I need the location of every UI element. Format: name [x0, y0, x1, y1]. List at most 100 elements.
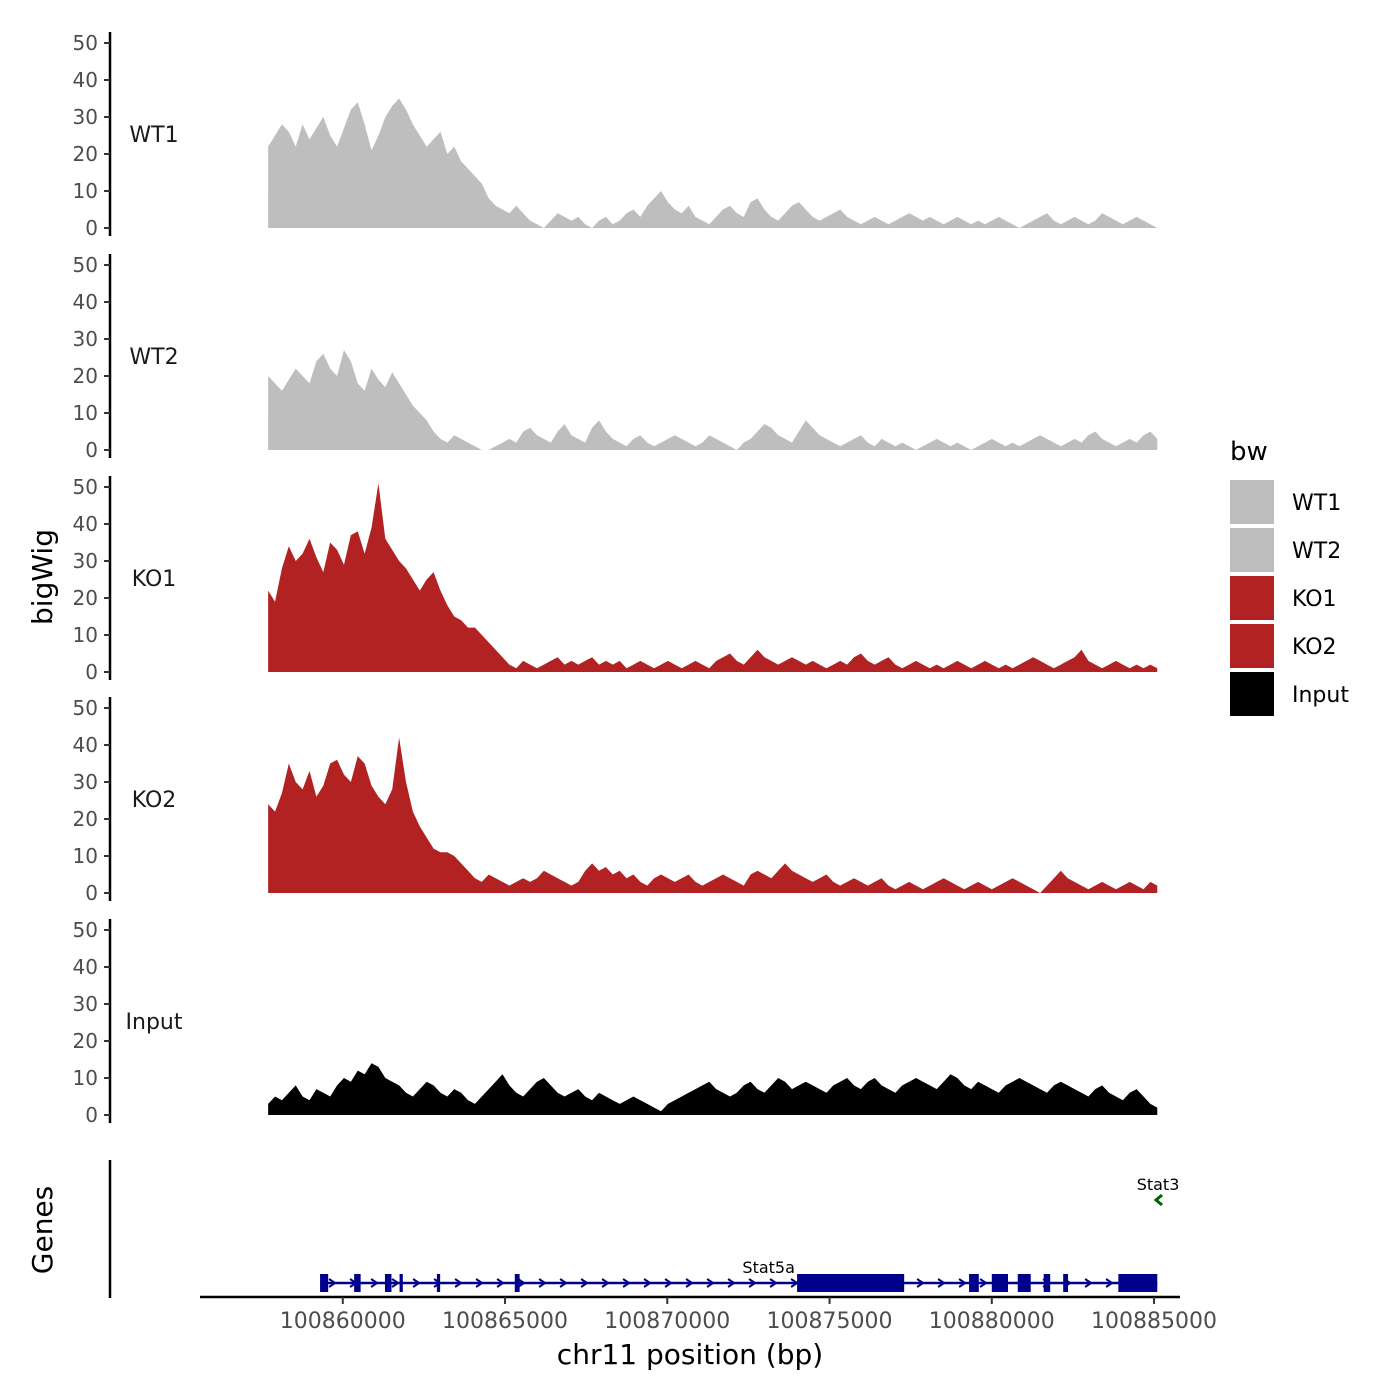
- strand-arrow-icon: [958, 1278, 967, 1288]
- exon: [436, 1274, 441, 1292]
- panel-ko2: 0 10 20 30 40 50 KO2: [73, 696, 1158, 905]
- legend-label-wt1: WT1: [1292, 491, 1341, 516]
- legend-label-wt2: WT2: [1292, 539, 1341, 564]
- exon: [1017, 1274, 1031, 1292]
- x-tick-label: 100880000: [929, 1309, 1055, 1334]
- y-tick-label: 50: [73, 475, 98, 499]
- gene-stat5a: Stat5a: [320, 1258, 1158, 1292]
- signal-area-input: [268, 1063, 1158, 1115]
- signal-area-ko1: [268, 483, 1158, 672]
- y-tick-label: 10: [73, 401, 98, 425]
- panel-label: WT2: [129, 345, 178, 370]
- strand-arrow-icon: [790, 1278, 799, 1288]
- y-tick-label: 30: [73, 770, 98, 794]
- signal-area-ko2: [268, 737, 1158, 893]
- strand-arrow-icon: [391, 1278, 400, 1288]
- y-tick-label: 0: [85, 1103, 98, 1127]
- signal-area-wt1: [268, 98, 1158, 228]
- legend-swatch-ko2: [1230, 624, 1274, 668]
- y-tick-label: 50: [73, 31, 98, 55]
- y-tick-label: 40: [73, 955, 98, 979]
- y-tick-label: 0: [85, 660, 98, 684]
- y-tick-label: 20: [73, 1029, 98, 1053]
- strand-arrow-icon: [706, 1278, 715, 1288]
- exon: [514, 1274, 520, 1292]
- strand-arrow-icon: [475, 1278, 484, 1288]
- strand-arrow-icon: [916, 1278, 925, 1288]
- panel-wt1: 0 10 20 30 40 50 WT1: [73, 31, 1158, 240]
- legend-swatch-wt2: [1230, 528, 1274, 572]
- exon: [1118, 1274, 1158, 1292]
- legend: bw WT1 WT2 KO1 KO2 Input: [1230, 437, 1349, 716]
- y-tick-label: 40: [73, 512, 98, 536]
- x-tick-label: 100870000: [604, 1309, 730, 1334]
- x-tick-label: 100865000: [442, 1309, 568, 1334]
- strand-arrow-icon: [601, 1278, 610, 1288]
- strand-arrow-icon: [454, 1278, 463, 1288]
- panel-label: KO2: [132, 788, 177, 813]
- panel-label: WT1: [129, 123, 178, 148]
- strand-arrow-icon: [1084, 1278, 1093, 1288]
- strand-arrow-icon: [727, 1278, 736, 1288]
- exon: [354, 1274, 361, 1292]
- y-tick-label: 50: [73, 696, 98, 720]
- strand-arrow-icon: [685, 1278, 694, 1288]
- x-axis-title: chr11 position (bp): [557, 1338, 823, 1371]
- panel-wt2: 0 10 20 30 40 50 WT2: [73, 253, 1158, 462]
- x-tick-label: 100875000: [767, 1309, 893, 1334]
- strand-arrow-icon: [580, 1278, 589, 1288]
- strand-arrow-icon: [412, 1278, 421, 1288]
- exon: [320, 1274, 329, 1292]
- legend-label-ko2: KO2: [1292, 635, 1337, 660]
- strand-arrow-icon: [328, 1278, 337, 1288]
- strand-arrow-icon: [979, 1278, 988, 1288]
- signal-area-wt2: [268, 350, 1158, 450]
- gene-label: Stat5a: [742, 1258, 795, 1277]
- y-tick-label: 0: [85, 881, 98, 905]
- strand-arrow-icon: [559, 1278, 568, 1288]
- x-tick-label: 100860000: [280, 1309, 406, 1334]
- y-tick-label: 20: [73, 364, 98, 388]
- y-tick-label: 20: [73, 807, 98, 831]
- exon: [797, 1274, 905, 1292]
- strand-arrow-icon: [370, 1278, 379, 1288]
- exon: [399, 1274, 403, 1292]
- y-tick-label: 10: [73, 844, 98, 868]
- strand-arrow-icon: [1153, 1193, 1164, 1207]
- gene-stat3: Stat3: [1137, 1175, 1180, 1207]
- y-tick-label: 20: [73, 586, 98, 610]
- strand-arrow-icon: [622, 1278, 631, 1288]
- y-tick-label: 30: [73, 105, 98, 129]
- y-tick-label: 0: [85, 438, 98, 462]
- panel-input: 0 10 20 30 40 50 Input: [73, 918, 1158, 1127]
- legend-swatch-wt1: [1230, 480, 1274, 524]
- genes-axis-title: Genes: [26, 1186, 59, 1274]
- legend-swatch-ko1: [1230, 576, 1274, 620]
- y-axis-title: bigWig: [26, 529, 59, 625]
- strand-arrow-icon: [937, 1278, 946, 1288]
- x-tick-label: 100885000: [1091, 1309, 1217, 1334]
- y-tick-label: 0: [85, 216, 98, 240]
- exon: [384, 1274, 392, 1292]
- strand-arrow-icon: [643, 1278, 652, 1288]
- strand-arrow-icon: [748, 1278, 757, 1288]
- strand-arrow-icon: [517, 1278, 526, 1288]
- y-tick-label: 50: [73, 253, 98, 277]
- y-tick-label: 40: [73, 68, 98, 92]
- legend-label-ko1: KO1: [1292, 587, 1337, 612]
- strand-arrow-icon: [1105, 1278, 1114, 1288]
- strand-arrow-icon: [496, 1278, 505, 1288]
- y-tick-label: 50: [73, 918, 98, 942]
- panel-ko1: 0 10 20 30 40 50 KO1: [73, 475, 1158, 684]
- legend-title: bw: [1230, 437, 1268, 467]
- exon: [969, 1274, 979, 1292]
- exon: [991, 1274, 1009, 1292]
- legend-swatch-input: [1230, 672, 1274, 716]
- y-tick-label: 40: [73, 290, 98, 314]
- strand-arrow-icon: [538, 1278, 547, 1288]
- strand-arrow-icon: [769, 1278, 778, 1288]
- panel-label: KO1: [132, 567, 177, 592]
- gene-label: Stat3: [1137, 1175, 1180, 1194]
- y-tick-label: 10: [73, 179, 98, 203]
- legend-label-input: Input: [1292, 683, 1349, 708]
